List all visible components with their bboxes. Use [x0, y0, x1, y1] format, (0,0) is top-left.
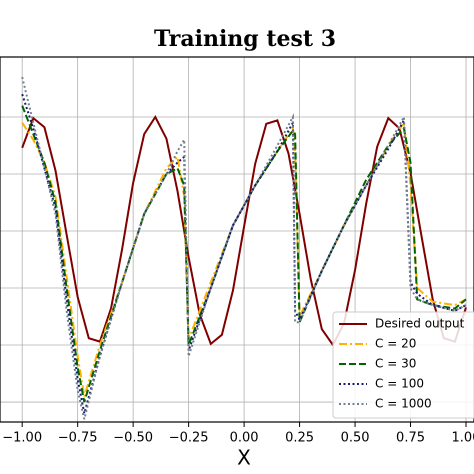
legend: Desired output C = 20 C = 30 C = 100 C = 100… — [332, 311, 474, 419]
plot-frame — [0, 56, 474, 423]
legend-label: C = 1000 — [375, 397, 432, 411]
chart-title: Training test 3 — [154, 26, 336, 52]
legend-box — [332, 311, 474, 419]
legend-label: C = 100 — [375, 377, 424, 391]
x-tick-label: −0.25 — [169, 431, 209, 446]
x-tick-label: 0.00 — [230, 431, 259, 446]
legend-label: C = 30 — [375, 357, 416, 371]
legend-label: C = 20 — [375, 337, 416, 351]
x-tick-label: 0.75 — [396, 431, 425, 446]
legend-label: Desired output — [375, 317, 465, 331]
line — [21, 119, 467, 397]
line — [21, 115, 467, 347]
x-tick-label: 0.50 — [341, 431, 370, 446]
x-tick-label: −0.75 — [58, 431, 98, 446]
x-tick-label: −0.50 — [113, 431, 153, 446]
x-tick-label: 0.25 — [285, 431, 314, 446]
line — [21, 93, 467, 414]
x-tick-label: 1.00 — [452, 431, 474, 446]
x-axis-label: X — [237, 446, 251, 470]
x-tick-label: −1.00 — [2, 431, 42, 446]
